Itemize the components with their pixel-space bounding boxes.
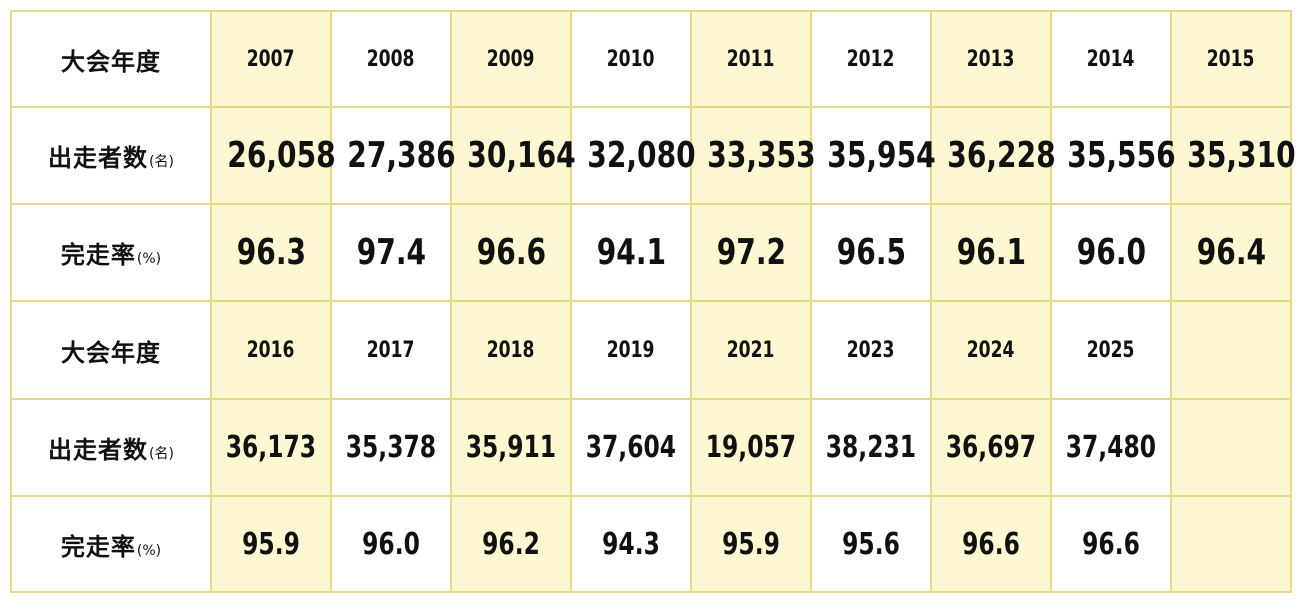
finish-rate-cell: 96.0 — [330, 495, 452, 593]
runners-cell: 36,697 — [930, 398, 1052, 497]
year-cell: 2023 — [810, 300, 932, 400]
finish-rate-cell: 95.9 — [690, 495, 812, 593]
runners-cell: 27,386 — [330, 106, 456, 205]
year-cell: 2013 — [930, 10, 1052, 108]
finish-rate-cell: 94.3 — [570, 495, 692, 593]
empty-cell — [1170, 300, 1292, 400]
year-cell: 2021 — [690, 300, 812, 400]
runners-cell: 35,310 — [1170, 106, 1296, 205]
runners-cell: 35,378 — [330, 398, 452, 497]
year-cell: 2019 — [570, 300, 692, 400]
year-cell: 2015 — [1170, 10, 1292, 108]
finish-rate-cell: 97.2 — [690, 203, 812, 302]
year-cell: 2012 — [810, 10, 932, 108]
finish-rate-cell: 96.3 — [210, 203, 332, 302]
table2-runners-header: 出走者数(名) — [10, 398, 212, 497]
year-cell: 2018 — [450, 300, 572, 400]
year-cell: 2016 — [210, 300, 332, 400]
runners-cell: 36,228 — [930, 106, 1056, 205]
finish-rate-cell: 96.6 — [1050, 495, 1172, 593]
table2-year-row: 大会年度 2016 2017 2018 2019 2021 2023 2024 … — [10, 300, 1292, 400]
finish-rate-cell: 96.5 — [810, 203, 932, 302]
runners-cell: 33,353 — [690, 106, 816, 205]
table2-finish-header: 完走率(%) — [10, 495, 212, 593]
table2-runners-row: 出走者数(名) 36,173 35,378 35,911 37,604 19,0… — [10, 398, 1292, 497]
table2-finish-row: 完走率(%) 95.9 96.0 96.2 94.3 95.9 95.6 96.… — [10, 495, 1292, 593]
year-cell: 2024 — [930, 300, 1052, 400]
runners-cell: 26,058 — [210, 106, 336, 205]
finish-rate-cell: 96.0 — [1050, 203, 1172, 302]
year-cell: 2009 — [450, 10, 572, 108]
finish-rate-cell: 95.6 — [810, 495, 932, 593]
runners-cell: 35,556 — [1050, 106, 1176, 205]
empty-cell — [1170, 398, 1292, 497]
finish-rate-cell: 96.6 — [450, 203, 572, 302]
runners-cell: 19,057 — [690, 398, 812, 497]
year-cell: 2007 — [210, 10, 332, 108]
table1-year-row: 大会年度 2007 2008 2009 2010 2011 2012 2013 … — [10, 10, 1292, 108]
table1-finish-header: 完走率(%) — [10, 203, 212, 302]
table1-runners-header: 出走者数(名) — [10, 106, 212, 205]
year-cell: 2025 — [1050, 300, 1172, 400]
finish-rate-cell: 96.6 — [930, 495, 1052, 593]
table1-finish-row: 完走率(%) 96.3 97.4 96.6 94.1 97.2 96.5 96.… — [10, 203, 1292, 302]
runners-cell: 35,954 — [810, 106, 936, 205]
finish-rate-cell: 96.4 — [1170, 203, 1292, 302]
year-cell: 2017 — [330, 300, 452, 400]
runners-cell: 35,911 — [450, 398, 572, 497]
year-cell: 2010 — [570, 10, 692, 108]
year-cell: 2011 — [690, 10, 812, 108]
finish-rate-cell: 94.1 — [570, 203, 692, 302]
finish-rate-cell: 95.9 — [210, 495, 332, 593]
year-cell: 2014 — [1050, 10, 1172, 108]
table2-year-header: 大会年度 — [10, 300, 212, 400]
runners-cell: 32,080 — [570, 106, 696, 205]
runners-cell: 37,480 — [1050, 398, 1172, 497]
finish-rate-cell: 96.2 — [450, 495, 572, 593]
results-table-container: 大会年度 2007 2008 2009 2010 2011 2012 2013 … — [10, 10, 1296, 593]
finish-rate-cell: 97.4 — [330, 203, 452, 302]
empty-cell — [1170, 495, 1292, 593]
table1-year-header: 大会年度 — [10, 10, 212, 108]
runners-cell: 36,173 — [210, 398, 332, 497]
runners-cell: 37,604 — [570, 398, 692, 497]
finish-rate-cell: 96.1 — [930, 203, 1052, 302]
runners-cell: 30,164 — [450, 106, 576, 205]
table1-runners-row: 出走者数(名) 26,058 27,386 30,164 32,080 33,3… — [10, 106, 1296, 205]
runners-cell: 38,231 — [810, 398, 932, 497]
year-cell: 2008 — [330, 10, 452, 108]
marathon-results-table: 大会年度 2007 2008 2009 2010 2011 2012 2013 … — [10, 10, 1296, 593]
